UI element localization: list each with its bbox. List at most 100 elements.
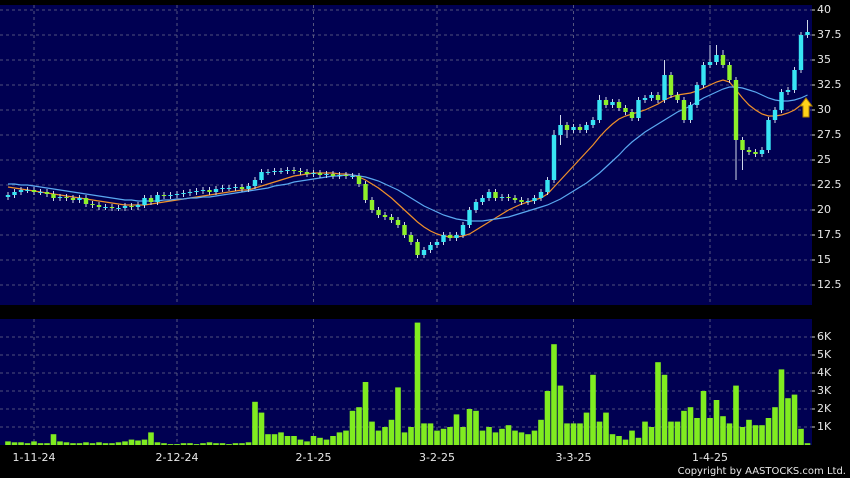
volume-bar [219,443,226,445]
copyright: Copyright by AASTOCKS.com Ltd. [678,466,846,477]
volume-bar [434,430,440,445]
volume-bar [453,414,460,445]
candle-body [135,205,141,207]
y-tick-label: 20 [817,203,831,216]
candle-body [447,235,453,238]
candle-body [343,175,349,176]
candle-body [194,191,199,192]
candle-body [44,192,50,194]
candle-body [753,152,758,154]
volume-bar [18,442,24,445]
candle-body [772,110,778,120]
volume-bar [115,442,122,445]
candle-body [18,190,24,192]
candle-body [759,150,765,154]
volume-bar [265,434,271,445]
y-tick-label: 30 [817,103,831,116]
y-tick-label: 32.5 [817,78,842,91]
candle-body [740,140,745,150]
moving-average [8,86,808,222]
candle-body [181,193,186,194]
candle-body [363,184,368,200]
candle-body [512,198,518,200]
y-tick-label: 1K [817,420,832,433]
candle-body [272,171,277,172]
volume-bar [258,412,265,445]
volume-bar [505,425,512,445]
volume-bar [109,443,115,445]
volume-bar [362,382,369,445]
candle-body [103,207,108,208]
volume-bar [50,434,57,445]
volume-bar [447,427,453,445]
volume-bar [570,423,577,445]
candle-body [324,174,329,175]
candle-body [616,102,622,108]
y-tick-label: 40 [817,3,831,16]
volume-bar [564,423,570,445]
candle-body [5,195,11,197]
volume-bar [245,442,252,445]
candle-body [376,210,381,215]
x-tick-label: 1-4-25 [692,451,728,464]
candle-body [38,192,43,193]
volume-bar [187,443,193,445]
candle-body [499,197,505,198]
volume-bar [804,443,811,445]
candle-body [317,173,323,175]
volume-bar [96,442,102,445]
candle-body [792,70,797,90]
candle-body [31,190,37,192]
volume-bar [31,441,37,445]
volume-bar [395,387,401,445]
candle-body [636,100,641,118]
volume-bar [531,430,538,445]
volume-bar [239,443,245,445]
candle-body [779,92,784,110]
volume-bar [122,441,128,445]
volume-bar [798,428,804,445]
volume-bar [57,441,63,445]
volume-bar [310,436,317,445]
candle-body [187,192,193,193]
candle-body [610,102,615,105]
y-tick-label: 37.5 [817,28,842,41]
volume-bar [720,416,726,445]
candle-body [109,207,115,208]
candle-body [155,195,160,202]
volume-bar [193,444,200,445]
candle-body [200,190,206,191]
x-tick-label: 2-1-25 [296,451,332,464]
volume-bar [167,444,174,445]
volume-bar [401,432,408,445]
candle-body [662,75,667,100]
candle-body [83,198,89,204]
candle-body [746,150,752,152]
volume-bar [356,407,362,445]
volume-bar [733,385,739,445]
candle-body [460,225,466,235]
volume-bar [473,410,479,445]
volume-bar [135,440,141,445]
candle-body [174,194,180,195]
candle-body [168,195,173,196]
candle-body [142,198,147,205]
candle-body [278,171,284,172]
candle-body [330,174,336,176]
candle-body [207,190,212,192]
candle-body [798,35,804,70]
candle-body [252,180,258,186]
volume-bar [24,443,31,445]
y-tick-label: 4K [817,366,832,379]
y-tick-label: 15 [817,253,831,266]
volume-bar [512,430,518,445]
volume-bar [252,401,258,445]
candle-body [434,242,440,245]
candle-body [714,55,719,62]
volume-bar [635,437,642,445]
volume-bar [609,434,616,445]
volume-bar [726,423,733,445]
volume-bar [206,442,213,445]
volume-bar [590,374,596,445]
volume-bar [707,418,713,445]
